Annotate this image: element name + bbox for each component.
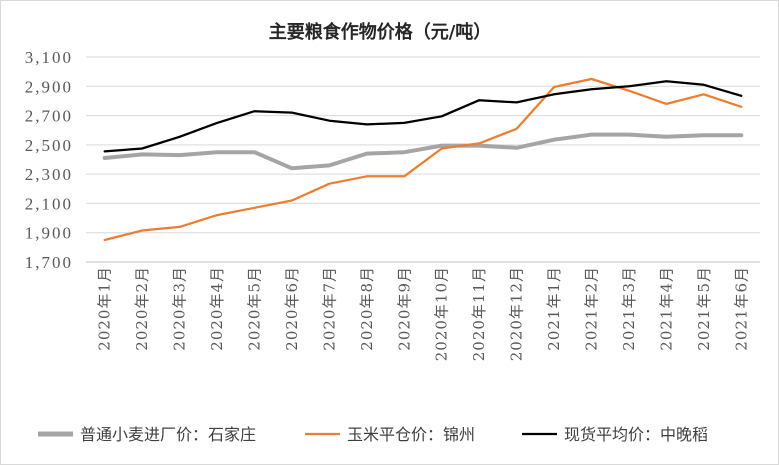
x-tick-label: 2021年4月 <box>657 266 675 351</box>
x-tick-label: 2020年6月 <box>283 266 301 351</box>
x-tick-label: 2020年12月 <box>508 266 526 361</box>
chart-title: 主要粮食作物价格（元/吨） <box>269 21 492 43</box>
x-tick-label: 2021年1月 <box>545 266 563 351</box>
y-tick-label: 1,900 <box>25 224 73 243</box>
y-tick-label: 2,900 <box>25 77 73 96</box>
x-tick-label: 2020年7月 <box>320 266 338 351</box>
x-tick-label: 2021年5月 <box>695 266 713 351</box>
legend-label-2: 玉米平仓价：锦州 <box>347 425 475 444</box>
x-tick-label: 2020年5月 <box>246 266 264 351</box>
legend-label-3: 现货平均价：中晚稻 <box>564 425 708 444</box>
y-tick-label: 2,500 <box>25 136 73 155</box>
y-tick-label: 1,700 <box>25 253 73 272</box>
x-tick-label: 2021年2月 <box>583 266 601 351</box>
gridlines <box>86 56 760 234</box>
x-tick-label: 2020年4月 <box>208 266 226 351</box>
series-line-3 <box>103 80 743 153</box>
series-line-1 <box>102 132 744 171</box>
x-tick-label: 2021年6月 <box>732 266 750 351</box>
y-axis-ticks: 1,700 1,900 2,100 2,300 2,500 2,700 2,900 3,100 <box>25 48 73 272</box>
x-tick-label: 2020年10月 <box>433 266 451 361</box>
x-tick-label: 2021年3月 <box>620 266 638 351</box>
x-tick-label: 2020年9月 <box>395 266 413 351</box>
x-tick-label: 2020年2月 <box>133 266 151 351</box>
series-line-2 <box>103 77 743 242</box>
x-tick-label: 2020年11月 <box>470 266 488 361</box>
x-axis-ticks: 2020年1月 2020年2月 2020年3月 2020年4月 2020年5月 2020年… <box>96 266 751 361</box>
x-tick-label: 2020年8月 <box>358 266 376 351</box>
y-tick-label: 3,100 <box>25 48 73 67</box>
legend: 普通小麦进厂价：石家庄 玉米平仓价：锦州 现货平均价：中晚稻 <box>38 425 708 444</box>
y-tick-label: 2,300 <box>25 165 73 184</box>
x-tick-label: 2020年3月 <box>171 266 189 351</box>
y-tick-label: 2,700 <box>25 107 73 126</box>
y-tick-label: 2,100 <box>25 194 73 213</box>
legend-label-1: 普通小麦进厂价：石家庄 <box>80 425 256 444</box>
series-lines <box>102 77 744 242</box>
x-tick-label: 2020年1月 <box>96 266 114 351</box>
